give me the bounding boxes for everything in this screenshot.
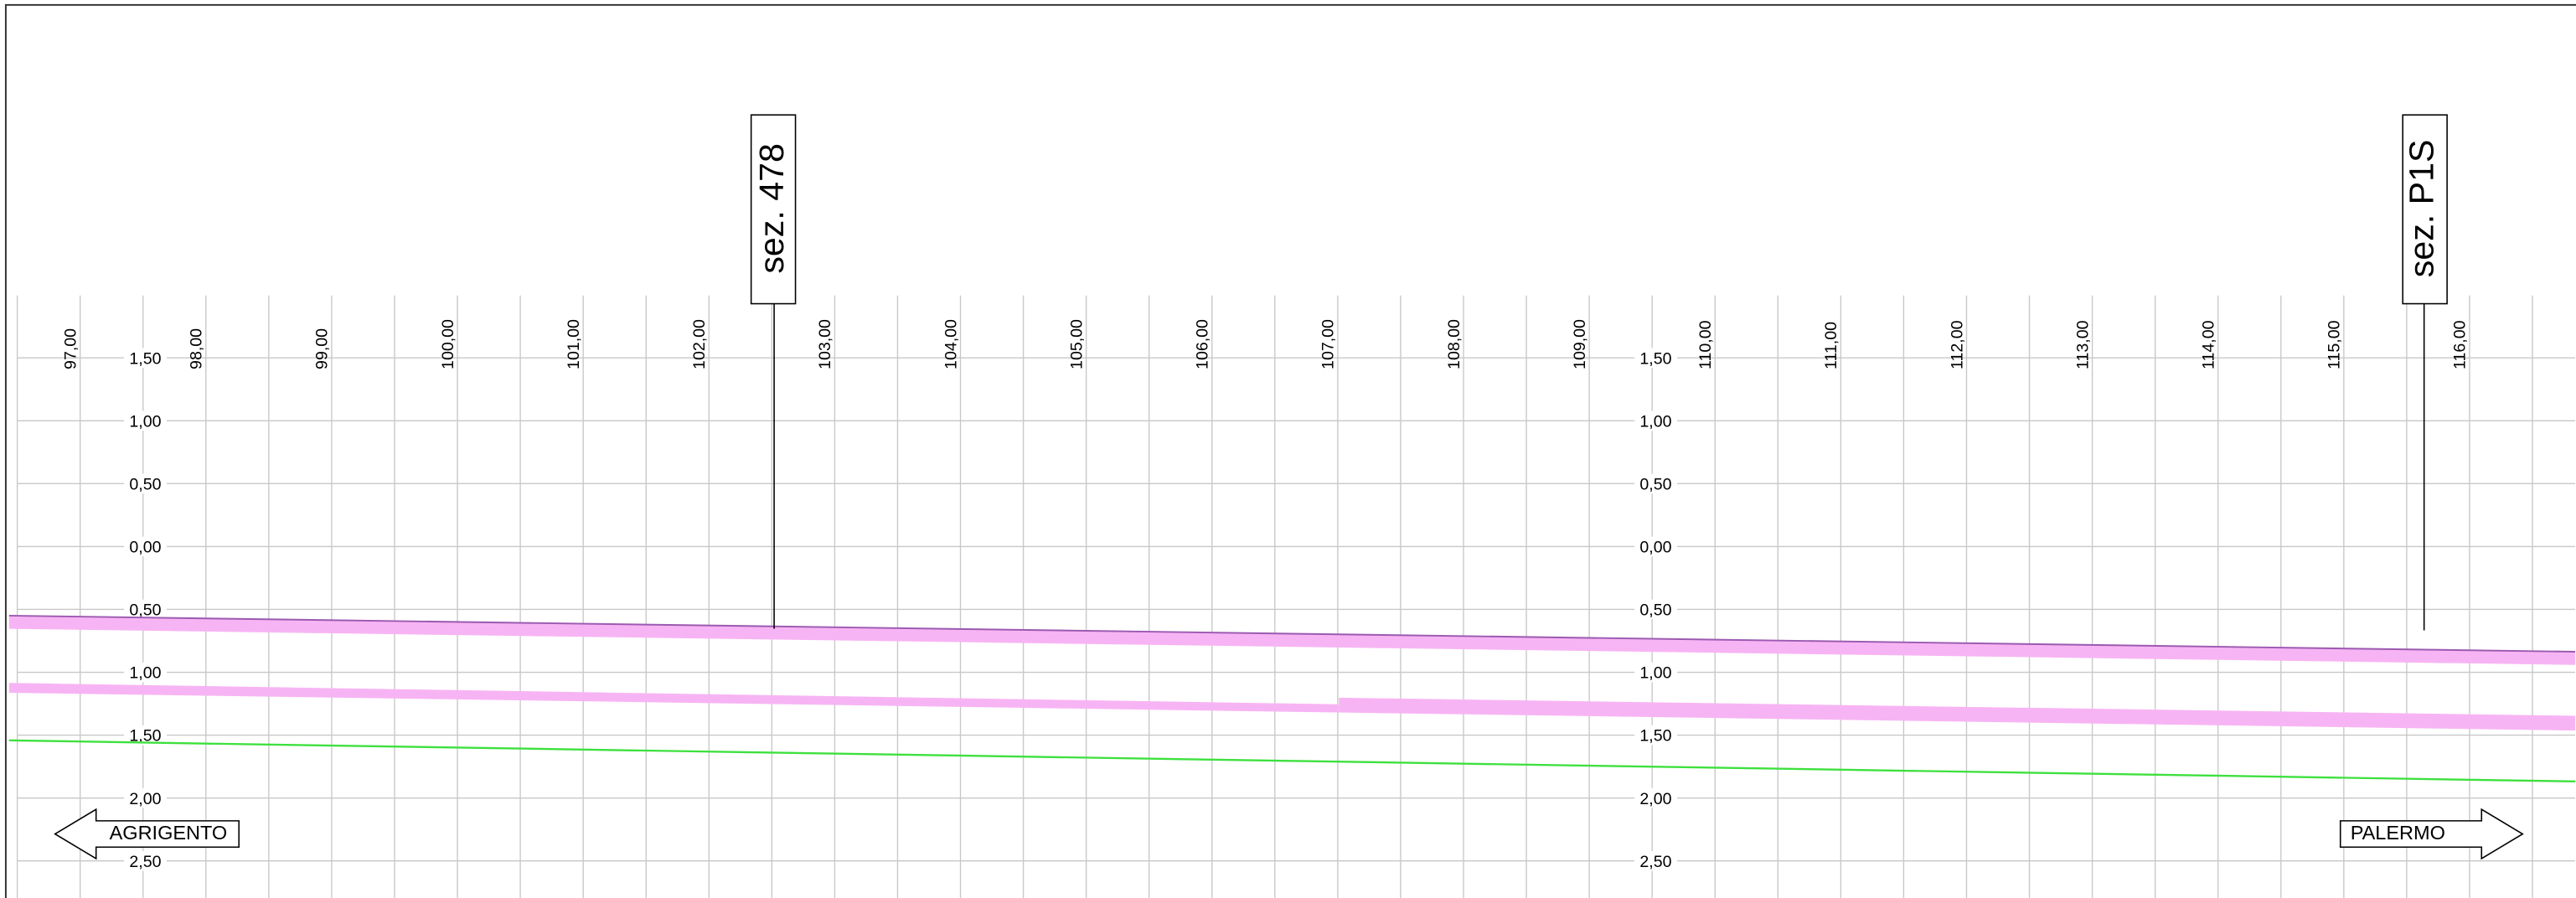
x-label: 116,00 xyxy=(2451,320,2470,369)
x-label: 107,00 xyxy=(1319,319,1338,369)
band-upper-edge xyxy=(8,614,2575,653)
x-label: 111,00 xyxy=(1822,322,1840,369)
y-label: 0,00 xyxy=(129,539,161,557)
direction-label: AGRIGENTO xyxy=(110,822,228,844)
y-label: 2,00 xyxy=(129,790,161,808)
labels: 97,00 98,00 99,00 100,00 101,00 102,00 103,00 1… xyxy=(61,319,2469,871)
direction-label: PALERMO xyxy=(2351,822,2445,844)
x-label: 103,00 xyxy=(816,319,834,369)
y-label-bg xyxy=(124,725,167,746)
section-box xyxy=(750,114,797,305)
y-label: 1,00 xyxy=(1639,412,1671,431)
y-label-bg xyxy=(124,348,167,368)
y-label-bg xyxy=(1634,599,1677,620)
y-label-bg xyxy=(124,599,167,620)
x-label: 108,00 xyxy=(1445,319,1464,369)
y-label-bg xyxy=(124,410,167,431)
x-label: 112,00 xyxy=(1948,320,1966,369)
y-label: 2,00 xyxy=(1639,790,1671,808)
x-label: 102,00 xyxy=(690,319,709,369)
y-label: 0,50 xyxy=(129,475,161,493)
y-label: 1,00 xyxy=(129,412,161,431)
y-label: 1,00 xyxy=(1639,664,1671,683)
band-lower-a xyxy=(8,683,1340,713)
x-label: 106,00 xyxy=(1194,319,1212,369)
y-label-bg xyxy=(1634,410,1677,431)
green-line xyxy=(8,739,2575,783)
y-label-bg xyxy=(1634,348,1677,368)
y-label-bg xyxy=(1634,662,1677,683)
y-label-bg xyxy=(1634,473,1677,494)
x-label: 109,00 xyxy=(1571,319,1589,369)
y-label: 0,50 xyxy=(1639,601,1671,620)
section-box xyxy=(2402,114,2448,305)
grid xyxy=(16,295,2575,898)
x-label: 104,00 xyxy=(942,319,960,369)
y-label: 0,50 xyxy=(1639,475,1671,493)
y-label-bg xyxy=(1634,725,1677,746)
y-label: 1,50 xyxy=(129,349,161,368)
y-label: 0,00 xyxy=(1639,539,1671,557)
x-label: 100,00 xyxy=(439,319,457,369)
y-label: 1,50 xyxy=(1639,727,1671,746)
y-label-bg xyxy=(124,536,167,557)
band-upper xyxy=(8,615,2575,665)
y-label-bg xyxy=(124,850,167,871)
y-label: 1,50 xyxy=(129,727,161,746)
direction-arrow xyxy=(2339,808,2524,860)
x-label: 110,00 xyxy=(1696,320,1715,369)
y-label-bg xyxy=(124,787,167,808)
y-label: 2,50 xyxy=(129,853,161,871)
band-lower-b xyxy=(1339,697,2575,731)
y-label-bg xyxy=(124,473,167,494)
y-label: 1,50 xyxy=(1639,349,1671,368)
x-label: 99,00 xyxy=(313,328,332,369)
y-label-bg xyxy=(124,662,167,683)
section-label: sez. P1S xyxy=(2403,140,2441,278)
y-label-bg xyxy=(1634,850,1677,871)
y-label-bg xyxy=(1634,787,1677,808)
x-label: 113,00 xyxy=(2073,320,2092,369)
y-label: 1,00 xyxy=(129,664,161,683)
direction-arrow xyxy=(54,808,240,860)
x-label: 105,00 xyxy=(1067,319,1086,369)
x-label: 114,00 xyxy=(2200,320,2218,369)
x-label: 101,00 xyxy=(565,319,583,369)
section-label: sez. 478 xyxy=(752,143,791,274)
x-label: 98,00 xyxy=(188,328,206,369)
y-label: 2,50 xyxy=(1639,853,1671,871)
y-label-bg xyxy=(1634,536,1677,557)
y-label: 0,50 xyxy=(129,601,161,620)
x-label: 97,00 xyxy=(61,328,80,369)
frame xyxy=(4,3,2576,898)
x-label: 115,00 xyxy=(2326,320,2344,369)
